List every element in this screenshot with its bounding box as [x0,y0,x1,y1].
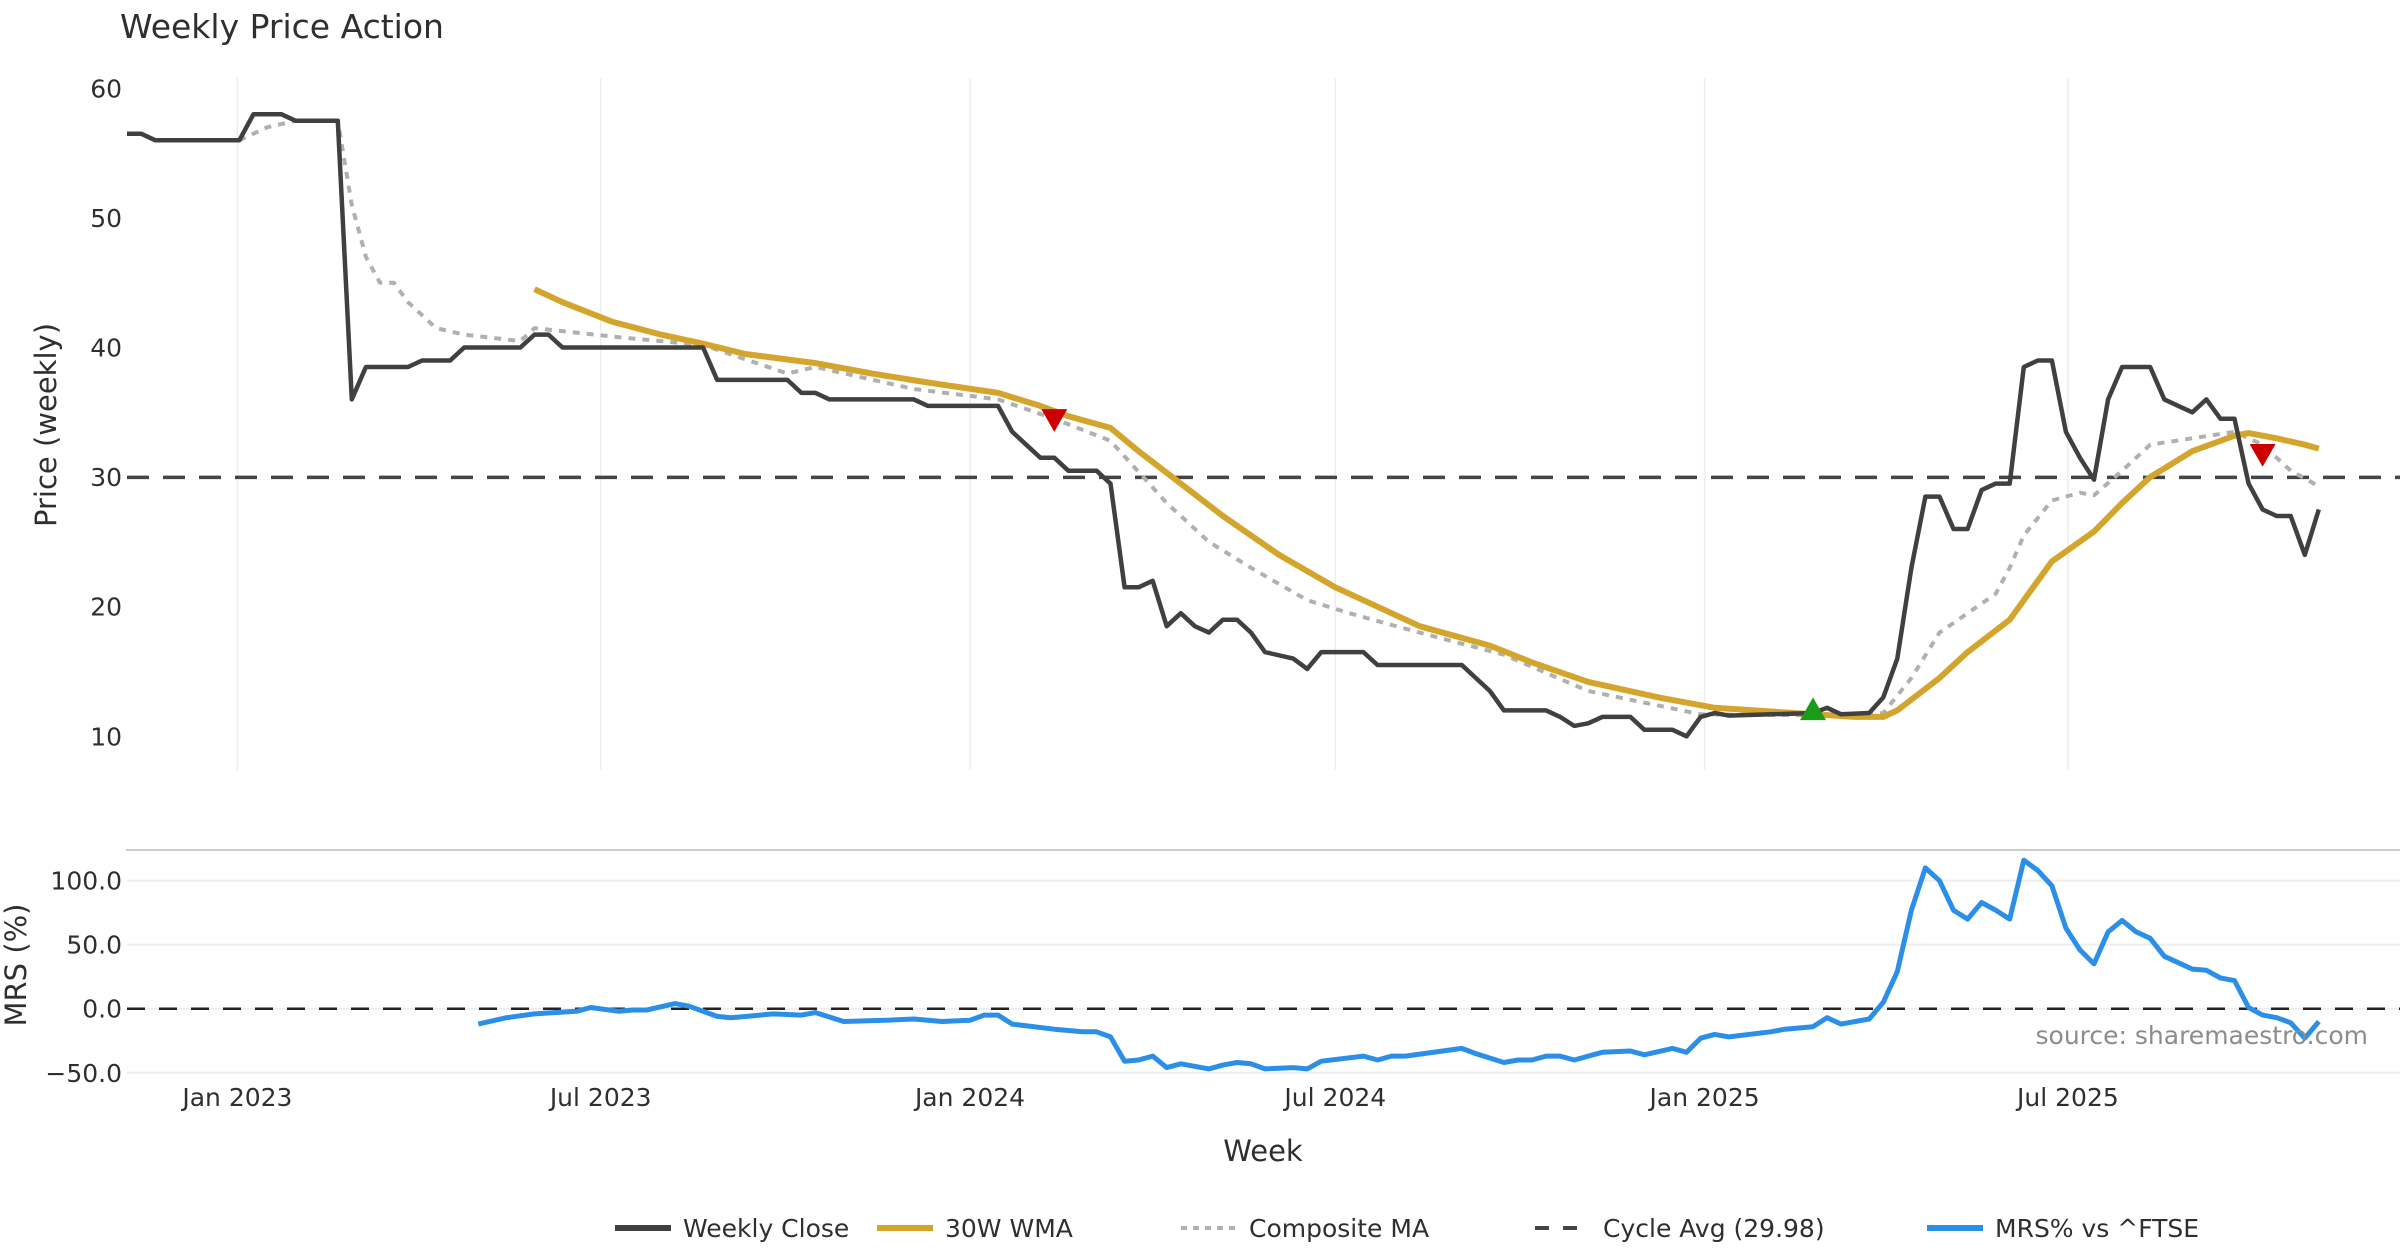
legend-label: Composite MA [1249,1214,1429,1243]
price-series-group [127,112,2321,739]
legend-label: Cycle Avg (29.98) [1603,1214,1825,1243]
price-y-tick-label: 50 [90,204,122,233]
series-line-mrs [477,857,2321,1072]
price-y-ticks: 10 20 30 40 50 60 [90,74,122,751]
signal-markers [1041,409,2276,721]
legend-label: MRS% vs ^FTSE [1995,1214,2199,1243]
price-panel: 10 20 30 40 50 60 Price (weekly) [29,74,2400,770]
mrs-y-tick-label: 50.0 [66,931,122,960]
mrs-series-group [477,857,2321,1072]
mrs-y-tick-label: 0.0 [82,995,122,1024]
sell-signal-marker [1041,409,1068,432]
legend-label: Weekly Close [683,1214,849,1243]
chart-title: Weekly Price Action [120,7,444,46]
series-line-composite-ma [183,118,2320,718]
price-y-tick-label: 10 [90,722,122,751]
x-tick-label: Jul 2024 [1282,1083,1386,1112]
legend-item: 30W WMA [877,1214,1073,1243]
mrs-y-tick-label: −50.0 [45,1059,122,1088]
legend-item: Weekly Close [615,1214,849,1243]
x-tick-label: Jan 2023 [180,1083,292,1112]
legend-item: Cycle Avg (29.98) [1535,1214,1825,1243]
buy-signal-marker [1800,697,1826,721]
x-tick-label: Jul 2025 [2015,1083,2119,1112]
x-tick-label: Jan 2024 [913,1083,1025,1112]
price-gridlines [236,78,2069,770]
mrs-y-ticks: −50.0 0.0 50.0 100.0 [45,867,122,1088]
legend-item: MRS% vs ^FTSE [1927,1214,2199,1243]
sell-signal-marker [2249,444,2276,467]
mrs-y-tick-label: 100.0 [50,867,122,896]
x-tick-label: Jul 2023 [548,1083,652,1112]
price-y-tick-label: 20 [90,593,122,622]
legend-item: Composite MA [1181,1214,1429,1243]
price-y-axis-title: Price (weekly) [29,323,63,527]
series-line-weekly-close [127,112,2321,739]
legend: Weekly Close 30W WMA Composite MA Cycle Avg… [615,1214,2199,1243]
price-y-tick-label: 40 [90,334,122,363]
x-axis-title: Week [1223,1134,1303,1168]
mrs-panel: −50.0 0.0 50.0 100.0 MRS (%) source: sharem… [0,857,2400,1088]
price-y-tick-label: 30 [90,463,122,492]
mrs-y-axis-title: MRS (%) [0,904,33,1027]
x-axis-ticks: Jan 2023 Jul 2023 Jan 2024 Jul 2024 Jan 2025… [180,1083,2118,1112]
source-annotation: source: sharemaestro.com [2036,1021,2369,1050]
legend-label: 30W WMA [945,1214,1073,1243]
price-y-tick-label: 60 [90,74,122,103]
x-tick-label: Jan 2025 [1648,1083,1760,1112]
series-line-30w-wma [533,286,2320,720]
